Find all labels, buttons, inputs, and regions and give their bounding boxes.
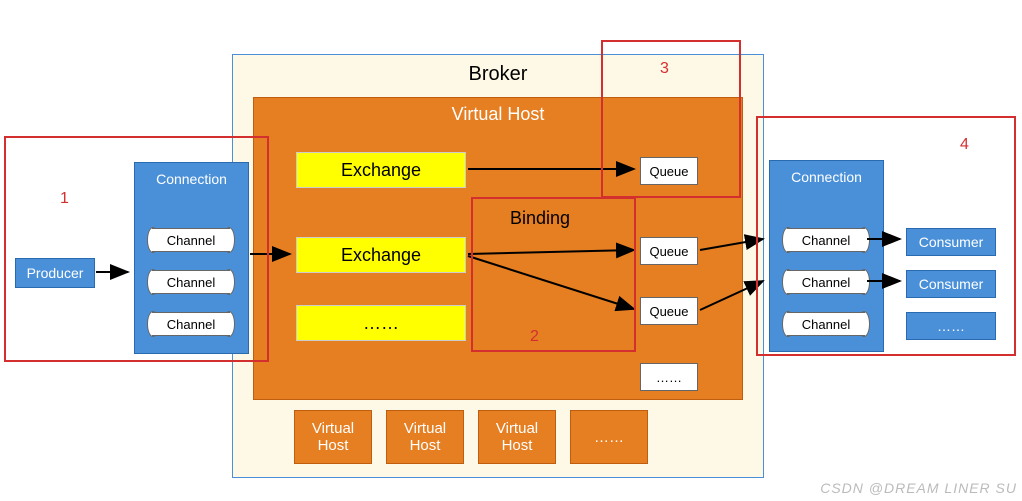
red-frame-3 <box>601 40 741 198</box>
queue-4: …… <box>640 363 698 391</box>
red-label-1: 1 <box>60 190 69 208</box>
virtual-host-label: Virtual Host <box>452 104 545 125</box>
broker-label: Broker <box>469 63 528 86</box>
channel-r2-label: Channel <box>787 270 865 294</box>
vhost-b1-label: VirtualHost <box>312 420 354 454</box>
red-label-4: 4 <box>960 136 969 154</box>
channel-r1-label: Channel <box>787 228 865 252</box>
red-label-2: 2 <box>530 328 539 346</box>
vhost-b1: VirtualHost <box>294 410 372 464</box>
channel-r3-label: Channel <box>787 312 865 336</box>
exchange-3-label: …… <box>363 313 399 334</box>
red-frame-2 <box>471 197 636 352</box>
channel-l3-label: Channel <box>152 312 230 336</box>
channel-r2: Channel <box>787 270 865 294</box>
watermark: CSDN @DREAM LINER SU <box>820 480 1017 496</box>
queue-3: Queue <box>640 297 698 325</box>
vhost-b4-label: …… <box>594 429 624 446</box>
vhost-b2: VirtualHost <box>386 410 464 464</box>
queue-3-label: Queue <box>649 304 688 319</box>
exchange-2-label: Exchange <box>341 245 421 266</box>
channel-r1: Channel <box>787 228 865 252</box>
vhost-b3: VirtualHost <box>478 410 556 464</box>
channel-l3: Channel <box>152 312 230 336</box>
vhost-b2-label: VirtualHost <box>404 420 446 454</box>
queue-2-label: Queue <box>649 244 688 259</box>
channel-l2-label: Channel <box>152 270 230 294</box>
red-label-3: 3 <box>660 60 669 78</box>
vhost-b4: …… <box>570 410 648 464</box>
queue-4-label: …… <box>656 370 682 385</box>
vhost-b3-label: VirtualHost <box>496 420 538 454</box>
queue-2: Queue <box>640 237 698 265</box>
exchange-3: …… <box>296 305 466 341</box>
exchange-2: Exchange <box>296 237 466 273</box>
channel-l1-label: Channel <box>152 228 230 252</box>
channel-l1: Channel <box>152 228 230 252</box>
exchange-1: Exchange <box>296 152 466 188</box>
exchange-1-label: Exchange <box>341 160 421 181</box>
channel-l2: Channel <box>152 270 230 294</box>
channel-r3: Channel <box>787 312 865 336</box>
